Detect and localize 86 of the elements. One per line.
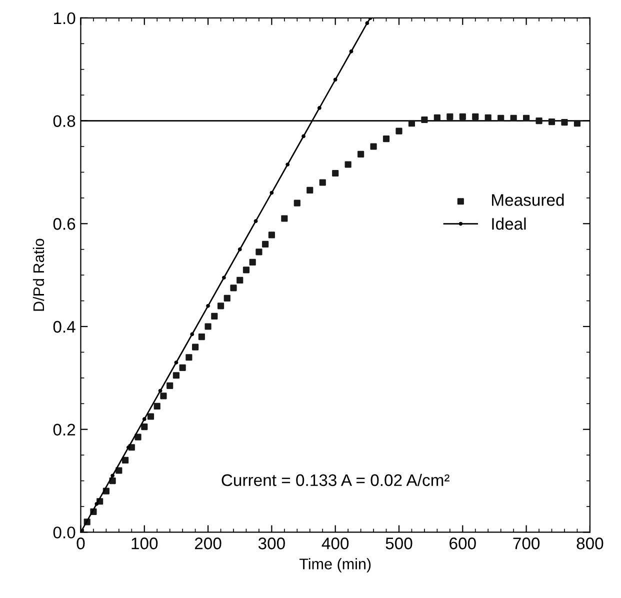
point <box>498 114 504 122</box>
point <box>358 150 364 158</box>
point <box>242 266 250 274</box>
point <box>548 118 556 126</box>
point <box>294 200 300 206</box>
point <box>561 119 568 126</box>
point <box>110 474 114 478</box>
point <box>142 417 146 422</box>
point <box>344 161 352 168</box>
point <box>270 190 274 195</box>
point <box>211 312 218 320</box>
point <box>434 114 440 122</box>
point <box>172 372 180 379</box>
point <box>281 215 288 222</box>
x-tick-label: 100 <box>132 538 158 550</box>
legend-label: Measured <box>492 194 564 206</box>
x-tick-label: 0 <box>76 538 85 550</box>
point <box>224 294 230 302</box>
point <box>472 113 479 120</box>
point <box>147 413 154 420</box>
point <box>222 276 226 280</box>
point <box>217 302 224 310</box>
point <box>249 258 256 266</box>
point <box>484 114 492 122</box>
point <box>94 502 99 506</box>
point <box>421 116 428 124</box>
point <box>236 276 244 284</box>
point <box>306 186 314 194</box>
point <box>574 120 581 127</box>
legend-label: Ideal <box>492 218 526 230</box>
point <box>198 334 205 340</box>
x-tick-label: 400 <box>322 538 349 550</box>
y-tick-label: 0.2 <box>53 424 76 436</box>
x-axis-title: Time (min) <box>299 558 371 572</box>
point <box>206 304 210 308</box>
point <box>192 344 199 350</box>
point <box>116 467 122 474</box>
y-tick-label: 0.8 <box>53 115 76 127</box>
point <box>256 248 262 256</box>
point <box>160 392 167 400</box>
point <box>408 120 416 127</box>
point <box>238 247 242 252</box>
point <box>186 354 192 361</box>
y-tick-label: 0.0 <box>53 526 76 538</box>
point <box>286 162 290 166</box>
x-tick-label: 800 <box>576 538 604 550</box>
point <box>230 284 237 292</box>
point <box>174 360 178 364</box>
point <box>122 456 129 464</box>
point <box>536 118 542 124</box>
point <box>365 21 370 26</box>
point <box>126 445 130 450</box>
point <box>302 134 306 138</box>
point <box>382 136 390 142</box>
point <box>396 128 402 134</box>
point <box>204 323 212 330</box>
point <box>158 388 162 393</box>
point <box>134 434 142 440</box>
point <box>370 143 377 150</box>
point <box>319 179 326 186</box>
point <box>459 113 466 120</box>
point <box>523 114 530 122</box>
x-tick-label: 300 <box>258 538 285 550</box>
point <box>154 402 160 410</box>
y-axis-title: D/Pd Ratio <box>32 238 44 311</box>
point <box>317 106 322 110</box>
x-tick-label: 200 <box>194 538 222 550</box>
point <box>262 240 269 248</box>
point <box>349 49 354 54</box>
point <box>510 114 517 122</box>
point <box>333 78 338 82</box>
point <box>179 364 186 371</box>
y-tick-label: 0.6 <box>53 218 76 230</box>
point <box>332 170 339 177</box>
point <box>141 424 148 430</box>
x-tick-label: 600 <box>450 538 476 550</box>
y-tick-label: 1.0 <box>54 12 76 24</box>
x-tick-label: 500 <box>386 538 412 550</box>
y-tick-label: 0.4 <box>53 320 76 333</box>
point <box>268 232 275 238</box>
x-tick-label: 700 <box>513 538 540 550</box>
point <box>166 382 174 389</box>
annotation: Current = 0.133 A = 0.02 A/cm² <box>222 474 450 486</box>
point <box>446 113 454 120</box>
point <box>254 219 258 224</box>
point <box>190 332 194 336</box>
